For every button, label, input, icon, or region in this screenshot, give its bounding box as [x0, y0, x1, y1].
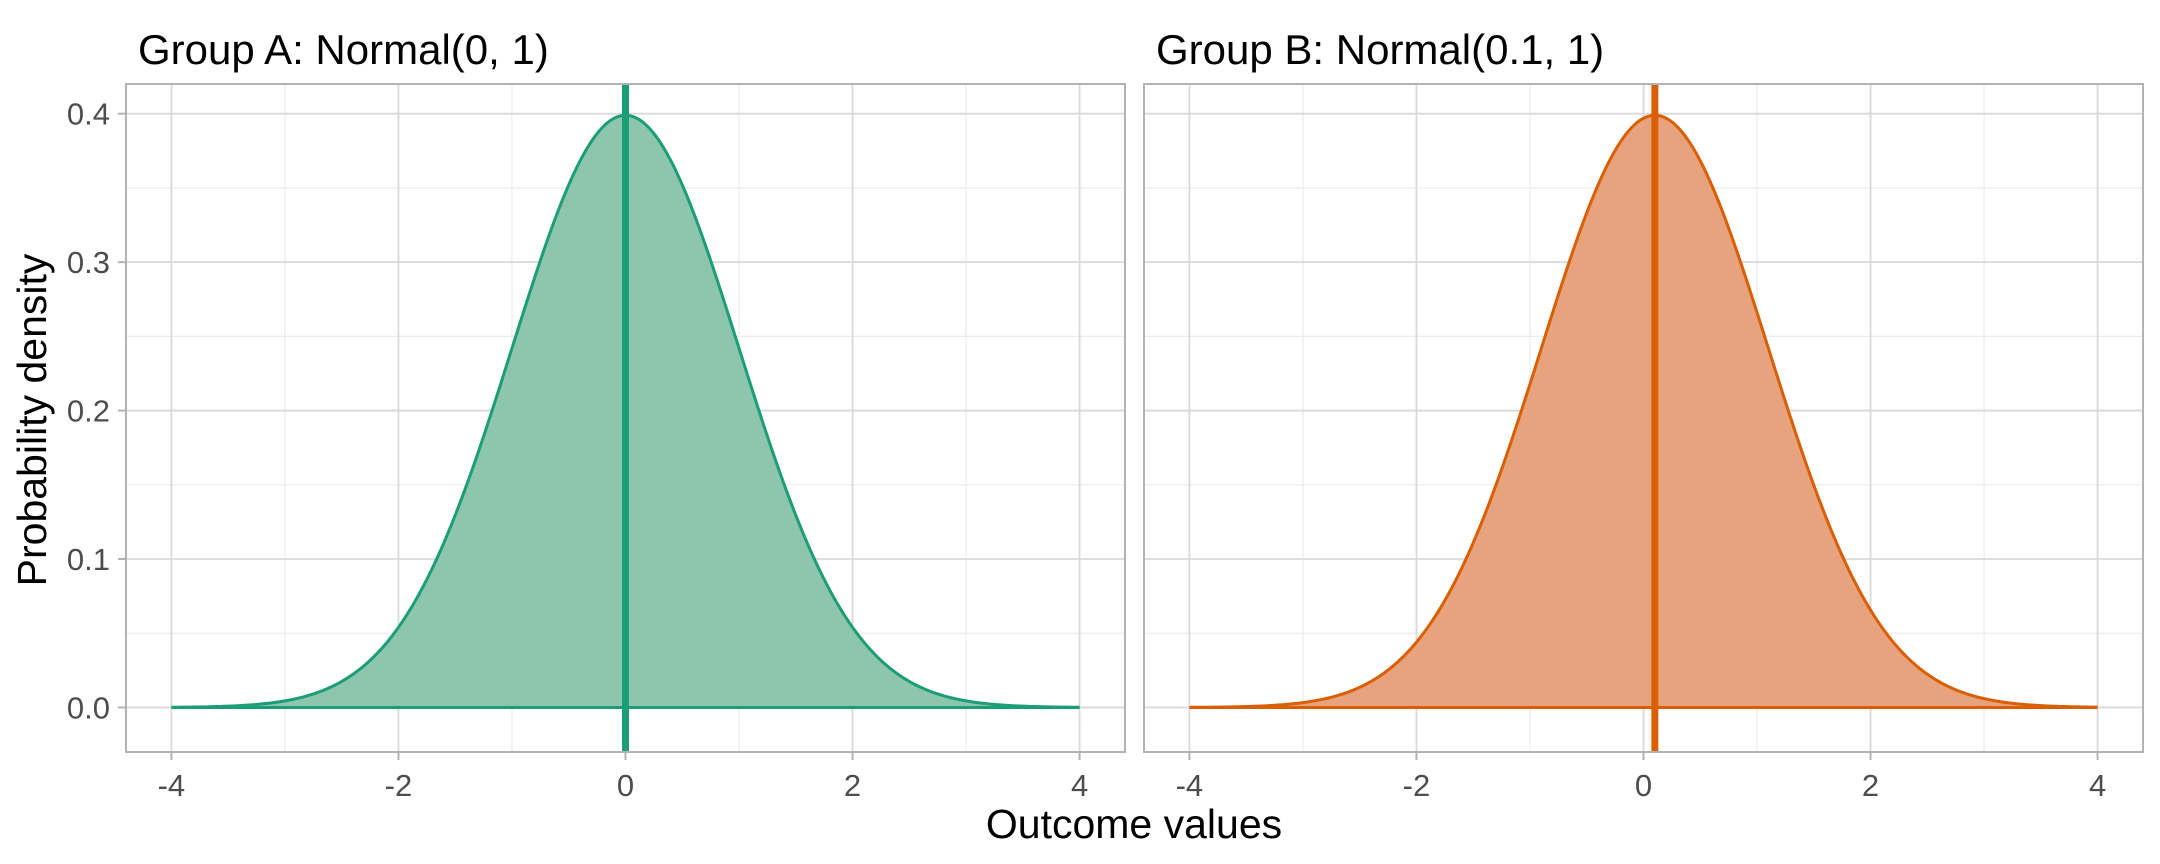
- y-axis-title: Probability density: [9, 253, 55, 586]
- x-tick-label: 4: [2089, 768, 2106, 803]
- y-tick-label: 0.4: [67, 97, 110, 132]
- x-axis-title: Outcome values: [986, 801, 1282, 847]
- density-curve: [1189, 113, 2098, 709]
- y-tick-label: 0.0: [67, 690, 110, 725]
- x-tick-label: -4: [158, 768, 186, 803]
- y-tick-label: 0.2: [67, 394, 110, 429]
- x-tick-label: 0: [617, 768, 634, 803]
- x-tick-label: 2: [1862, 768, 1879, 803]
- x-tick-label: 4: [1071, 768, 1088, 803]
- panel-2: Group B: Normal(0.1, 1) -4 -2 0 2 4: [1143, 26, 2144, 803]
- panel-1: Group A: Normal(0, 1) -4 -2 0 2 4 0.0 0.1 0.2 0.3…: [67, 26, 1126, 803]
- x-tick-label: 0: [1635, 768, 1652, 803]
- y-tick-label: 0.1: [67, 542, 110, 577]
- panel-title: Group B: Normal(0.1, 1): [1156, 26, 1604, 73]
- x-tick-label: -2: [385, 768, 413, 803]
- x-tick-label: -2: [1403, 768, 1431, 803]
- panel-title: Group A: Normal(0, 1): [138, 26, 549, 73]
- density-area: [1189, 115, 2098, 708]
- y-tick-label: 0.3: [67, 245, 110, 280]
- x-tick-label: -4: [1176, 768, 1204, 803]
- x-tick-label: 2: [844, 768, 861, 803]
